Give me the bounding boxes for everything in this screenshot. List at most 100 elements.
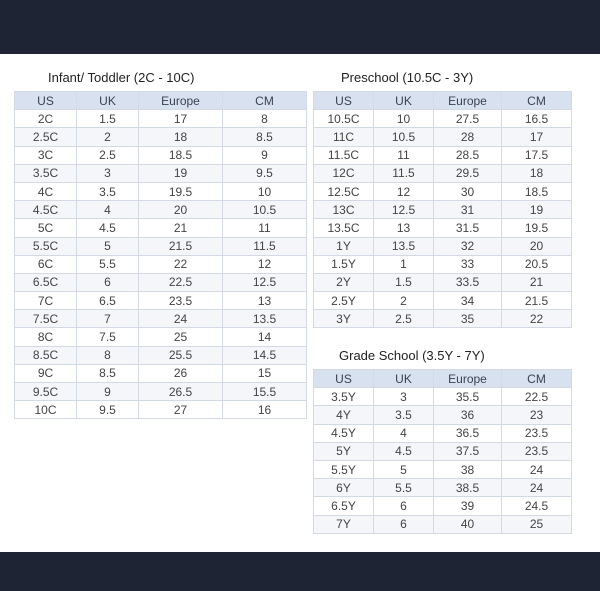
cell-europe: 38 (433, 459, 502, 480)
table-row: 3.5C 3 19 9.5 (14, 163, 307, 183)
cell-cm: 11 (222, 218, 307, 238)
cell-uk: 5.5 (76, 254, 139, 274)
cell-cm: 22 (501, 309, 572, 329)
cell-europe: 19 (138, 163, 223, 183)
cell-us: 7C (14, 291, 77, 311)
infant-toddler-table: US UK Europe CM 2C 1.5 17 8 2.5C 2 18 8.5 3C 2.5 1… (14, 90, 307, 420)
table-row: 7C 6.5 23.5 13 (14, 291, 307, 311)
cell-uk: 12 (373, 181, 434, 202)
grade-school-table: US UK Europe CM 3.5Y 3 35.5 22.5 4Y 3.5 36 23 4.… (313, 368, 572, 534)
cell-uk: 2.5 (373, 309, 434, 329)
infant-toddler-section: Infant/ Toddler (2C - 10C) US UK Europe … (14, 70, 307, 420)
cell-uk: 10.5 (373, 127, 434, 147)
cell-cm: 24 (501, 478, 572, 498)
cell-cm: 8.5 (222, 127, 307, 147)
table-header-row: US UK Europe CM (14, 90, 307, 111)
top-dark-band (0, 0, 600, 54)
cell-europe: 36 (433, 405, 502, 425)
col-header-cm: CM (501, 90, 572, 111)
cell-us: 9C (14, 363, 77, 384)
cell-europe: 18 (138, 127, 223, 147)
cell-europe: 22 (138, 254, 223, 274)
cell-us: 5.5C (14, 236, 77, 256)
cell-cm: 13 (222, 291, 307, 311)
cell-us: 4Y (313, 405, 374, 425)
table-row: 13.5C 13 31.5 19.5 (313, 218, 572, 238)
cell-cm: 19.5 (501, 218, 572, 238)
cell-cm: 16 (222, 400, 307, 420)
preschool-body: 10.5C 10 27.5 16.5 11C 10.5 28 17 11.5C 11 28.5 17.… (313, 109, 572, 329)
cell-europe: 28.5 (433, 145, 502, 165)
cell-uk: 1.5 (373, 272, 434, 293)
bottom-dark-band (0, 552, 600, 591)
cell-us: 8.5C (14, 345, 77, 365)
cell-us: 10C (14, 400, 77, 420)
cell-us: 12.5C (313, 181, 374, 202)
cell-us: 3C (14, 145, 77, 165)
table-row: 6.5C 6 22.5 12.5 (14, 272, 307, 293)
cell-europe: 31.5 (433, 218, 502, 238)
cell-europe: 27.5 (433, 109, 502, 129)
grade-school-body: 3.5Y 3 35.5 22.5 4Y 3.5 36 23 4.5Y 4 36.5 23.5 5Y 4.5… (313, 387, 572, 534)
cell-cm: 20.5 (501, 254, 572, 274)
cell-europe: 29.5 (433, 163, 502, 183)
table-row: 8C 7.5 25 14 (14, 327, 307, 347)
table-row: 12C 11.5 29.5 18 (313, 163, 572, 183)
cell-us: 3.5C (14, 163, 77, 183)
cell-europe: 40 (433, 514, 502, 534)
cell-europe: 25 (138, 327, 223, 347)
cell-uk: 9.5 (76, 400, 139, 420)
col-header-us: US (313, 90, 374, 111)
cell-uk: 1 (373, 254, 434, 274)
table-row: 10C 9.5 27 16 (14, 400, 307, 420)
cell-us: 7.5C (14, 309, 77, 329)
cell-uk: 6 (373, 514, 434, 534)
cell-europe: 25.5 (138, 345, 223, 365)
cell-europe: 23.5 (138, 291, 223, 311)
cell-uk: 1.5 (76, 109, 139, 129)
cell-europe: 31 (433, 200, 502, 220)
cell-cm: 24.5 (501, 496, 572, 516)
cell-cm: 14.5 (222, 345, 307, 365)
table-row: 1.5Y 1 33 20.5 (313, 254, 572, 274)
cell-cm: 15.5 (222, 381, 307, 402)
table-row: 3Y 2.5 35 22 (313, 309, 572, 329)
cell-us: 11.5C (313, 145, 374, 165)
table-row: 4C 3.5 19.5 10 (14, 181, 307, 202)
cell-europe: 20 (138, 200, 223, 220)
col-header-us: US (313, 368, 374, 389)
cell-us: 5Y (313, 441, 374, 461)
col-header-uk: UK (76, 90, 139, 111)
cell-us: 2C (14, 109, 77, 129)
cell-europe: 33 (433, 254, 502, 274)
cell-uk: 3.5 (76, 181, 139, 202)
cell-uk: 11 (373, 145, 434, 165)
cell-us: 3.5Y (313, 387, 374, 407)
cell-europe: 26 (138, 363, 223, 384)
cell-cm: 10 (222, 181, 307, 202)
cell-europe: 35 (433, 309, 502, 329)
cell-us: 13.5C (313, 218, 374, 238)
cell-cm: 21.5 (501, 291, 572, 311)
table-row: 3.5Y 3 35.5 22.5 (313, 387, 572, 407)
cell-cm: 9 (222, 145, 307, 165)
preschool-title: Preschool (10.5C - 3Y) (341, 70, 474, 85)
cell-us: 6C (14, 254, 77, 274)
col-header-uk: UK (373, 368, 434, 389)
cell-us: 6.5C (14, 272, 77, 293)
cell-europe: 30 (433, 181, 502, 202)
table-row: 1Y 13.5 32 20 (313, 236, 572, 256)
grade-school-section: Grade School (3.5Y - 7Y) US UK Europe CM… (313, 348, 572, 534)
cell-europe: 37.5 (433, 441, 502, 461)
col-header-us: US (14, 90, 77, 111)
cell-cm: 13.5 (222, 309, 307, 329)
cell-uk: 8 (76, 345, 139, 365)
cell-uk: 13.5 (373, 236, 434, 256)
cell-uk: 4 (373, 423, 434, 443)
table-row: 4.5C 4 20 10.5 (14, 200, 307, 220)
cell-uk: 6 (373, 496, 434, 516)
cell-cm: 19 (501, 200, 572, 220)
cell-cm: 21 (501, 272, 572, 293)
cell-europe: 38.5 (433, 478, 502, 498)
cell-uk: 8.5 (76, 363, 139, 384)
